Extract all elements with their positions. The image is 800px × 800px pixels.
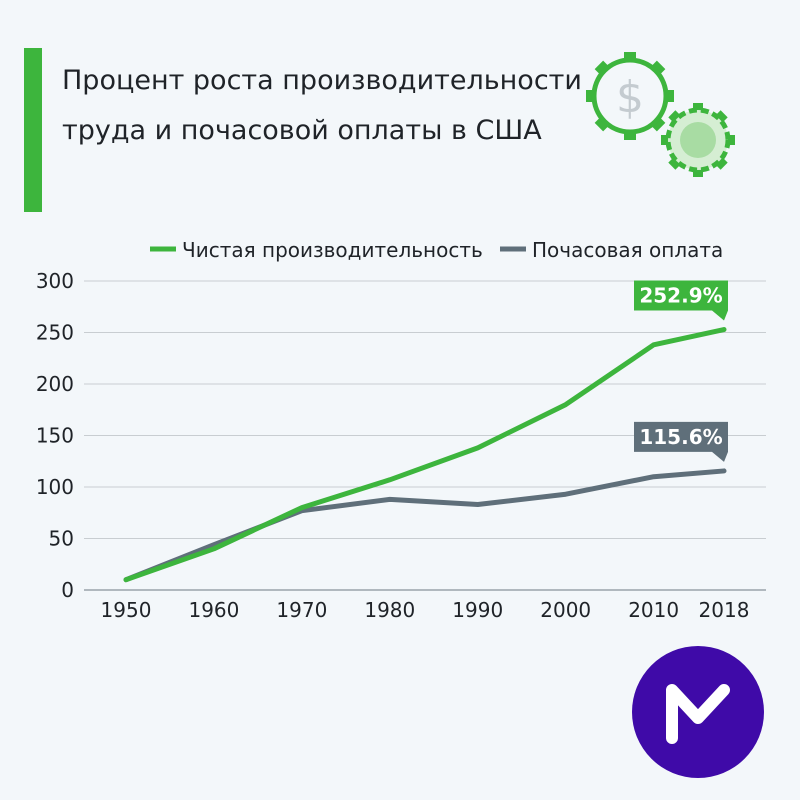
- x-tick-label: 2000: [540, 598, 591, 622]
- x-tick-label: 2010: [628, 598, 679, 622]
- title-line-2: труда и почасовой оплаты в США: [62, 115, 542, 146]
- x-tick-label: 1950: [101, 598, 152, 622]
- y-tick-label: 50: [49, 527, 74, 551]
- m-logo-icon: [632, 646, 764, 778]
- y-tick-label: 150: [36, 424, 74, 448]
- series-line-wages: [123, 468, 727, 583]
- callout-label: 252.9%: [639, 284, 722, 308]
- callout-label: 115.6%: [639, 425, 722, 449]
- y-tick-label: 100: [36, 475, 74, 499]
- end-callouts: 252.9% 115.6%: [634, 280, 728, 462]
- svg-text:$: $: [616, 72, 644, 123]
- x-tick-label: 1980: [364, 598, 415, 622]
- callout-productivity: 252.9%: [634, 280, 728, 321]
- gear-icon: [665, 107, 731, 173]
- legend-label-wages: Почасовая оплата: [532, 238, 723, 262]
- legend: Чистая производительность Почасовая опла…: [150, 238, 723, 262]
- x-tick-label: 1990: [452, 598, 503, 622]
- y-axis: 0 50 100 150 200 250 300: [36, 269, 74, 602]
- y-tick-label: 300: [36, 269, 74, 293]
- callout-wages: 115.6%: [634, 421, 728, 462]
- series-lines: [123, 327, 727, 583]
- gear-dollar-icon: $: [591, 57, 669, 135]
- x-tick-label: 1970: [276, 598, 327, 622]
- x-tick-label: 2018: [699, 598, 750, 622]
- chart-title: Процент роста производительности труда и…: [62, 56, 602, 156]
- x-tick-label: 1960: [188, 598, 239, 622]
- legend-label-productivity: Чистая производительность: [182, 238, 483, 262]
- title-line-1: Процент роста производительности: [62, 65, 582, 96]
- x-axis: 1950 1960 1970 1980 1990 2000 2010 2018: [101, 598, 750, 622]
- accent-bar: [24, 48, 42, 212]
- gears-illustration: $: [586, 52, 735, 177]
- y-tick-label: 250: [36, 321, 74, 345]
- y-tick-label: 0: [61, 578, 74, 602]
- y-tick-label: 200: [36, 372, 74, 396]
- series-line-productivity: [123, 327, 727, 583]
